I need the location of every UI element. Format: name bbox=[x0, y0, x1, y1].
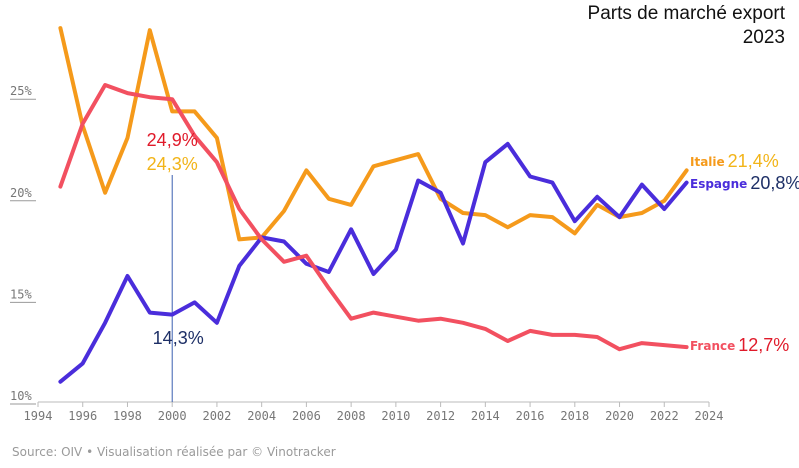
x-tick-label: 2024 bbox=[695, 409, 724, 423]
annotation-france-value: 24,9% bbox=[147, 130, 198, 150]
x-tick-label: 2020 bbox=[605, 409, 634, 423]
series-line-italie bbox=[58, 26, 689, 242]
x-tick-label: 1998 bbox=[113, 409, 142, 423]
annotation-espagne-value: 14,3% bbox=[153, 328, 204, 348]
series-label-espagne: Espagne bbox=[690, 177, 747, 191]
series-lines bbox=[58, 26, 689, 384]
x-tick-label: 2012 bbox=[426, 409, 455, 423]
x-tick-label: 1996 bbox=[68, 409, 97, 423]
annotation-italie-value: 24,3% bbox=[147, 154, 198, 174]
x-tick-label: 2010 bbox=[381, 409, 410, 423]
series-label-france: France bbox=[690, 339, 735, 353]
x-tick-label: 2008 bbox=[337, 409, 366, 423]
x-tick-label: 2018 bbox=[560, 409, 589, 423]
series-label-italie: Italie bbox=[690, 155, 725, 169]
x-tick-label: 2000 bbox=[158, 409, 187, 423]
x-tick-label: 2004 bbox=[247, 409, 276, 423]
x-tick-label: 2006 bbox=[292, 409, 321, 423]
y-tick-label: 20% bbox=[10, 186, 32, 200]
series-value-espagne: 20,8% bbox=[750, 173, 799, 193]
y-tick-label: 10% bbox=[10, 389, 32, 403]
x-tick-label: 2002 bbox=[202, 409, 231, 423]
y-tick-label: 25% bbox=[10, 84, 32, 98]
series-labels: Italie 21,4% Espagne 20,8% France 12,7% bbox=[690, 151, 799, 355]
y-axis: 10% 15% 20% 25% bbox=[10, 84, 36, 405]
series-line-espagne bbox=[58, 141, 689, 384]
x-tick-label: 1994 bbox=[24, 409, 53, 423]
x-axis: 1994 1996 1998 2000 2002 2004 2006 2008 2010 2012… bbox=[24, 401, 724, 423]
source-note: Source: OIV • Visualisation réalisée par… bbox=[12, 445, 336, 459]
chart-title-line1: Parts de marché export bbox=[587, 3, 785, 24]
series-value-italie: 21,4% bbox=[728, 151, 779, 171]
series-line-france bbox=[58, 83, 197, 189]
chart-title: Parts de marché export 2023 bbox=[588, 2, 785, 50]
chart-title-line2: 2023 bbox=[742, 27, 785, 48]
series-line-france-tail bbox=[192, 133, 689, 352]
annotation-values: 24,9% 24,3% 14,3% bbox=[147, 130, 204, 348]
y-tick-label: 15% bbox=[10, 287, 32, 301]
series-value-france: 12,7% bbox=[738, 335, 789, 355]
x-tick-label: 2014 bbox=[471, 409, 500, 423]
x-tick-label: 2022 bbox=[650, 409, 679, 423]
x-tick-label: 2016 bbox=[516, 409, 545, 423]
